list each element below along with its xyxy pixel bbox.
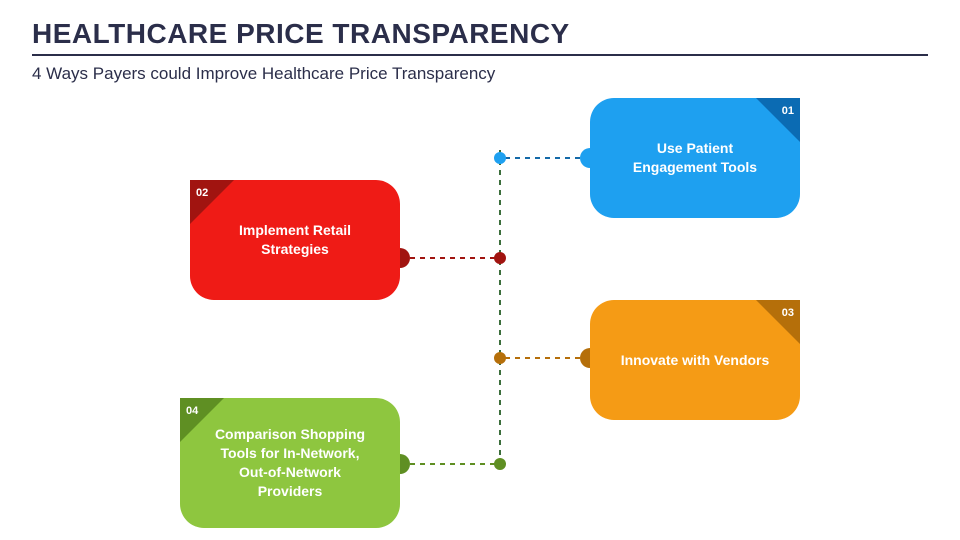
- card-number: 01: [782, 104, 794, 119]
- card-label: Comparison Shopping Tools for In-Network…: [210, 425, 370, 501]
- card-label: Innovate with Vendors: [621, 351, 770, 370]
- card-number: 04: [186, 404, 198, 419]
- card-corner: 01: [756, 98, 800, 142]
- card-04: Comparison Shopping Tools for In-Network…: [180, 398, 400, 528]
- card-corner: 02: [190, 180, 234, 224]
- card-03: Innovate with Vendors 03: [590, 300, 800, 420]
- card-number: 02: [196, 186, 208, 201]
- diagram-stage: Use Patient Engagement Tools 01 Implement …: [0, 0, 960, 540]
- card-01: Use Patient Engagement Tools 01: [590, 98, 800, 218]
- card-label: Implement Retail Strategies: [220, 221, 370, 259]
- card-label: Use Patient Engagement Tools: [620, 139, 770, 177]
- card-number: 03: [782, 306, 794, 321]
- card-02: Implement Retail Strategies 02: [190, 180, 400, 300]
- card-corner: 04: [180, 398, 224, 442]
- connectors-svg: [0, 0, 960, 540]
- card-corner: 03: [756, 300, 800, 344]
